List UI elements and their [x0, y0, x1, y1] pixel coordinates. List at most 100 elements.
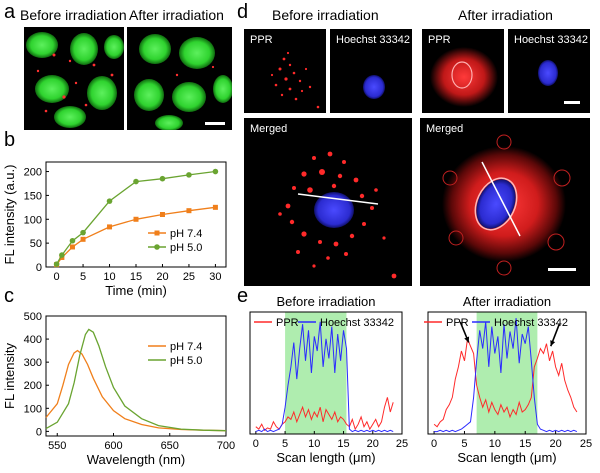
x-tick-label: 5: [282, 438, 288, 450]
panel-a-before-cells: [26, 32, 124, 128]
panel-label-d: d: [237, 1, 249, 23]
y-tick-label: 100: [24, 214, 42, 226]
chart-title: After irradiation: [463, 294, 551, 309]
data-point: [186, 208, 192, 214]
scale-bar: [205, 122, 225, 125]
x-tick-label: 10: [489, 438, 501, 450]
ppr-diffuse-after: [430, 47, 498, 107]
y-tick-label: 500: [24, 311, 42, 323]
x-tick-label: 30: [209, 271, 221, 283]
scale-bar: [564, 101, 580, 104]
legend-label: pH 7.4: [170, 228, 202, 240]
legend-marker: [154, 230, 160, 236]
x-tick-label: 10: [308, 438, 320, 450]
ppr-speckles-before: [270, 51, 320, 109]
legend-marker: [154, 244, 160, 250]
legend-label: Hoechst 33342: [320, 317, 394, 329]
x-tick-label: 25: [580, 438, 592, 450]
x-tick-label: 10: [103, 271, 115, 283]
nucleus-after: [538, 60, 558, 86]
x-tick-label: 650: [161, 440, 179, 452]
x-tick-label: 20: [367, 438, 379, 450]
merged-before: [278, 151, 397, 279]
panel-d-after-ppr-label: PPR: [428, 34, 451, 46]
x-tick-label: 0: [253, 438, 259, 450]
data-point: [69, 244, 75, 250]
y-tick-label: 50: [30, 238, 42, 250]
data-point: [107, 224, 113, 230]
data-point: [69, 237, 76, 244]
y-tick-label: 300: [24, 357, 42, 369]
x-tick-label: 700: [217, 440, 235, 452]
panel-d-after-hoechst-image: Hoechst 33342: [508, 29, 590, 113]
data-point: [159, 175, 166, 182]
x-tick-label: 5: [80, 271, 86, 283]
chart-e-after-line-scan: 0 5 10 15 20 25 Scan length (μm) After irradiat…: [424, 294, 592, 465]
legend-label: pH 7.4: [170, 341, 202, 353]
data-point: [133, 216, 139, 222]
panel-a-before-caption: Before irradiation: [20, 7, 127, 23]
x-tick-label: 0: [431, 438, 437, 450]
data-point: [186, 172, 192, 178]
legend-label: pH 5.0: [170, 242, 202, 254]
chart-title: Before irradiation: [277, 294, 376, 309]
panel-a-after-cells: [134, 34, 232, 130]
panel-label-a: a: [4, 1, 16, 23]
y-tick-label: 400: [24, 334, 42, 346]
x-tick-label: 20: [156, 271, 168, 283]
x-tick-label: 20: [549, 438, 561, 450]
y-tick-label: 0: [36, 262, 42, 274]
data-point: [53, 261, 60, 267]
panel-d-before-hoechst-label: Hoechst 33342: [336, 34, 410, 46]
data-point: [159, 212, 165, 217]
chart-e-before-line-scan: 0 5 10 15 20 25 Scan length (μm) Before irradia…: [249, 294, 408, 465]
y-tick-label: 200: [24, 380, 42, 392]
series-line: [255, 397, 394, 432]
panel-d-before-ppr-label: PPR: [250, 34, 273, 46]
data-point: [133, 178, 139, 185]
data-point: [106, 198, 113, 204]
x-tick-label: 15: [337, 438, 349, 450]
legend-label: PPR: [276, 317, 299, 329]
series-line: [45, 349, 227, 432]
plot-frame: [427, 311, 587, 435]
y-axis-label: FL intensity: [2, 343, 17, 409]
x-tick-label: 25: [183, 271, 195, 283]
panel-d-before-hoechst-image: Hoechst 33342: [330, 29, 412, 113]
x-axis-label: Scan length (μm): [457, 450, 556, 465]
data-point: [212, 168, 219, 175]
panel-a-before-image: [24, 27, 124, 130]
legend-label: PPR: [446, 317, 469, 329]
chart-b-fl-vs-time: 0 5 10 15 20 25 30 0 50 100 150 200 Time (min) FL int…: [2, 161, 227, 298]
plot-frame: [249, 311, 403, 435]
x-tick-label: 15: [519, 438, 531, 450]
highlight-band: [285, 312, 347, 434]
chart-c-emission-spectra: 550 600 650 700 0 100 200 300 400 500 Wavelength (…: [2, 311, 235, 467]
annotation-arrowhead: [550, 340, 556, 347]
plot-frame: [45, 315, 227, 437]
legend-label: pH 5.0: [170, 355, 202, 367]
merged-after: [442, 134, 571, 276]
panel-d-after-caption: After irradiation: [458, 7, 553, 23]
panel-a-after-image: [127, 27, 232, 130]
y-axis-label: FL intensity (a.u.): [2, 165, 17, 265]
data-point: [80, 229, 86, 236]
panel-d-after-merged-image: Merged: [420, 118, 590, 286]
panel-d-before-merged-image: Merged: [244, 118, 412, 286]
panel-d-before-caption: Before irradiation: [272, 7, 379, 23]
nucleus-before: [363, 75, 385, 99]
data-point: [80, 236, 86, 242]
x-axis-label: Wavelength (nm): [87, 452, 186, 467]
legend-label: Hoechst 33342: [494, 317, 568, 329]
panel-d-after-hoechst-label: Hoechst 33342: [514, 34, 588, 46]
series-line: [434, 318, 578, 433]
series-line: [45, 328, 227, 432]
x-tick-label: 600: [104, 440, 122, 452]
y-tick-label: 150: [24, 190, 42, 202]
panel-d-before-ppr-image: PPR: [244, 29, 326, 113]
panel-d-after-merged-label: Merged: [426, 123, 464, 135]
panel-d-after-ppr-image: PPR: [422, 29, 504, 113]
data-point: [59, 252, 65, 258]
y-tick-label: 100: [24, 403, 42, 415]
scale-bar: [548, 268, 576, 271]
